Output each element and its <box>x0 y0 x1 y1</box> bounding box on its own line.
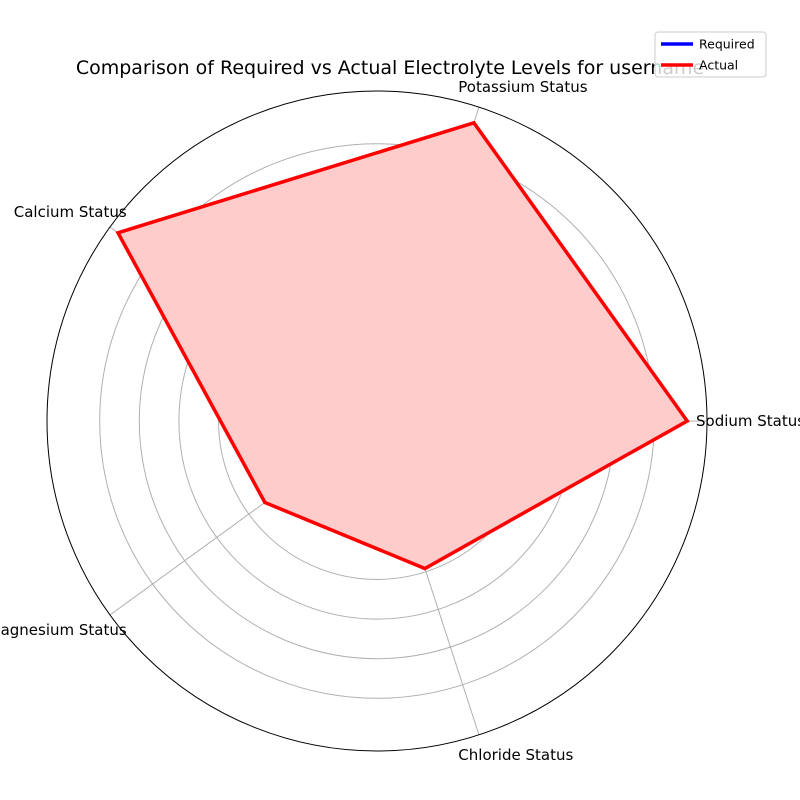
axis-labels: Sodium Status Potassium Status Calcium Sta… <box>0 78 800 764</box>
series-line-actual <box>115 120 690 571</box>
legend: Required Actual <box>654 31 767 78</box>
axis-label: Potassium Status <box>458 78 587 96</box>
chart-title: Comparison of Required vs Actual Electro… <box>76 57 704 79</box>
outer-frame-circle <box>46 90 708 752</box>
legend-label: Actual <box>699 58 738 73</box>
axis-label: Chloride Status <box>458 746 573 764</box>
axis-label: Sodium Status <box>696 412 800 430</box>
series-fill-actual <box>118 122 688 569</box>
legend-label: Required <box>699 37 755 52</box>
axis-label: Magnesium Status <box>0 621 127 639</box>
radar-series <box>115 120 690 571</box>
axis-label: Calcium Status <box>14 203 127 221</box>
